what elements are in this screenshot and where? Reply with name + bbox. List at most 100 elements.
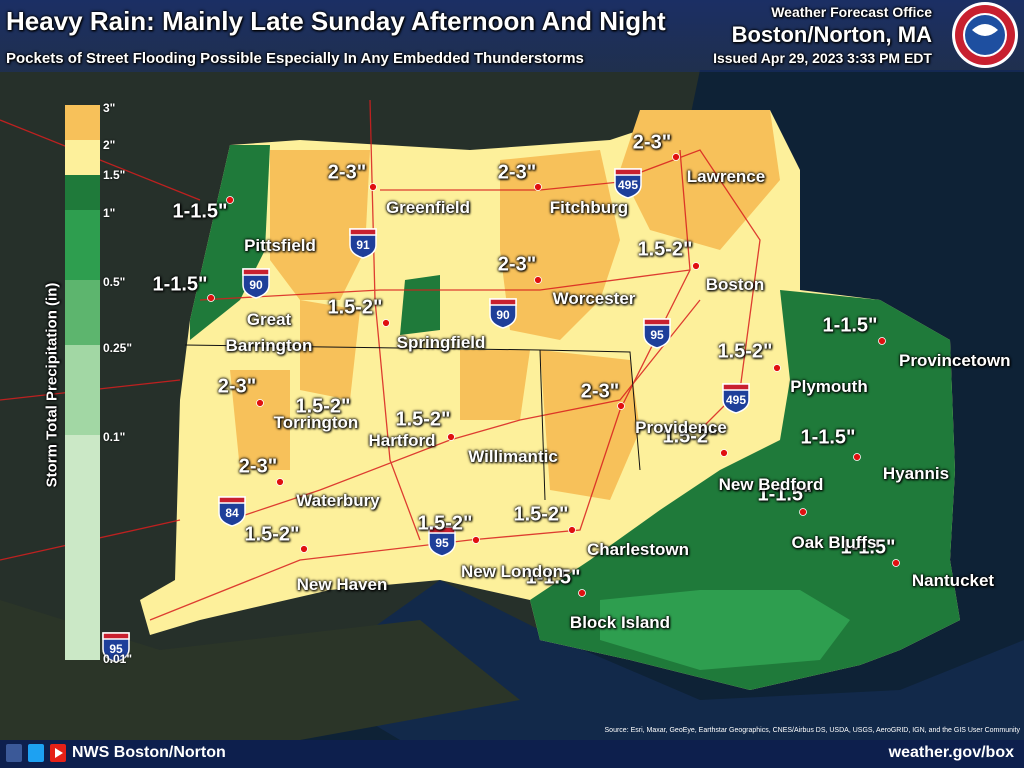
- shield-number: 91: [356, 238, 370, 252]
- twitter-icon[interactable]: [28, 744, 44, 762]
- city-dot: [207, 294, 215, 302]
- city-dot: [672, 153, 680, 161]
- office-label: Weather Forecast Office: [771, 4, 932, 20]
- shield-shape: [349, 228, 377, 259]
- rain-area: [230, 370, 290, 470]
- road: [149, 149, 691, 621]
- shield-shape: [102, 632, 130, 663]
- rain-amount: 1.5-2": [717, 340, 773, 363]
- long-island: [0, 600, 520, 740]
- title: Heavy Rain: Mainly Late Sunday Afternoon…: [6, 6, 666, 36]
- rain-area: [540, 350, 640, 500]
- road: [369, 99, 421, 541]
- city-label: New London: [461, 562, 563, 581]
- rain-amount: 1-1.5": [840, 536, 896, 559]
- shield-number: 84: [225, 506, 239, 520]
- rain-1-1.5-west: [190, 145, 270, 340]
- shield-top: [722, 383, 750, 391]
- shield-number: 95: [650, 328, 664, 342]
- youtube-play: [55, 748, 63, 758]
- interstate-shield: 95: [643, 318, 671, 349]
- city-dot: [369, 183, 377, 191]
- source: Source: Esri, Maxar, GeoEye, Earthstar G…: [604, 727, 1020, 734]
- rain-area: [460, 350, 530, 420]
- city-label: Plymouth: [790, 377, 868, 396]
- state-lines: [184, 344, 641, 501]
- city-label: Springfield: [396, 333, 486, 352]
- city-label: Fitchburg: [549, 198, 629, 217]
- city-dot: [256, 399, 264, 407]
- interstate-shield: 90: [242, 268, 270, 299]
- website[interactable]: weather.gov/box: [888, 744, 1014, 761]
- logo-cloud: [972, 24, 998, 36]
- issued: Issued Apr 29, 2023 3:33 PM EDT: [713, 50, 932, 66]
- rain-1-1.5: [530, 290, 960, 690]
- rain-amount: 2-3": [327, 161, 367, 184]
- legend-band: [65, 140, 100, 175]
- city-dot: [799, 508, 807, 516]
- city-label: Waterbury: [296, 491, 380, 510]
- city-dot: [578, 589, 586, 597]
- road: [199, 269, 691, 301]
- legend-label: 0.25": [103, 341, 133, 355]
- rain-amount: 1.5-2": [295, 395, 351, 418]
- facebook-icon[interactable]: [6, 744, 22, 762]
- city-label: Block Island: [569, 613, 671, 632]
- rain-amount: 2-3": [632, 131, 672, 154]
- city-dot: [472, 536, 480, 544]
- city-label: Boston: [705, 275, 765, 294]
- city-dot: [300, 545, 308, 553]
- social-handle[interactable]: NWS Boston/Norton: [72, 744, 226, 761]
- shield-number: 90: [496, 308, 510, 322]
- city-dot: [878, 337, 886, 345]
- city-dot: [382, 319, 390, 327]
- legend-label: 3": [103, 101, 116, 115]
- shield-shape: [614, 168, 642, 199]
- interstate-shield: 495: [722, 383, 750, 414]
- city-dot: [692, 262, 700, 270]
- shield-top: [614, 168, 642, 176]
- rain-amount: 1.5-2": [637, 238, 693, 261]
- rain-1-1.5-springfield: [400, 275, 440, 335]
- city-dot: [534, 183, 542, 191]
- shield-shape: [489, 298, 517, 329]
- legend-band: [65, 175, 100, 210]
- city-label: Hartford: [368, 431, 436, 450]
- rain-amount: 2-3": [497, 161, 537, 184]
- rain-amount: 1.5-2": [662, 425, 718, 448]
- rain-amount: 2-3": [580, 380, 620, 403]
- city-label: Lawrence: [686, 167, 766, 186]
- shield-shape: [722, 383, 750, 414]
- header-band: [0, 0, 1024, 72]
- city-label: New Haven: [296, 575, 388, 594]
- rain-amount: 1.5-2": [395, 408, 451, 431]
- city-label: Greenfield: [385, 198, 471, 217]
- shield-top: [102, 632, 130, 640]
- legend-bar: [65, 105, 100, 660]
- legend-title: Storm Total Precipitation (in): [43, 282, 61, 488]
- rain-amount: 1-1.5": [822, 314, 878, 337]
- nws-logo: [952, 2, 1018, 68]
- legend-band: [65, 280, 100, 345]
- rain-0.5-1: [600, 590, 850, 670]
- state-line: [539, 349, 546, 501]
- city-label: Worcester: [552, 289, 636, 308]
- office-name: Boston/Norton, MA: [731, 22, 932, 47]
- legend-label: 0.5": [103, 275, 126, 289]
- rain-amount: 1-1.5": [800, 426, 856, 449]
- city-label: Great Barrington: [225, 310, 313, 355]
- interstate-shield: 95: [102, 632, 130, 663]
- rain-amount: 1-1.5": [525, 566, 581, 589]
- city-dot: [568, 526, 576, 534]
- interstate-shield: 495: [614, 168, 642, 199]
- city-label: Charlestown: [586, 540, 690, 559]
- city-label: Torrington: [273, 413, 359, 432]
- rain-amount: 1.5-2": [513, 503, 569, 526]
- shield-number: 95: [435, 536, 449, 550]
- shield-number: 495: [618, 178, 638, 192]
- subtitle: Pockets of Street Flooding Possible Espe…: [6, 50, 584, 67]
- state-line: [184, 344, 641, 471]
- city-label: New Bedford: [718, 475, 824, 494]
- legend-label: 0.1": [103, 430, 126, 444]
- interstate-shield: 84: [218, 496, 246, 527]
